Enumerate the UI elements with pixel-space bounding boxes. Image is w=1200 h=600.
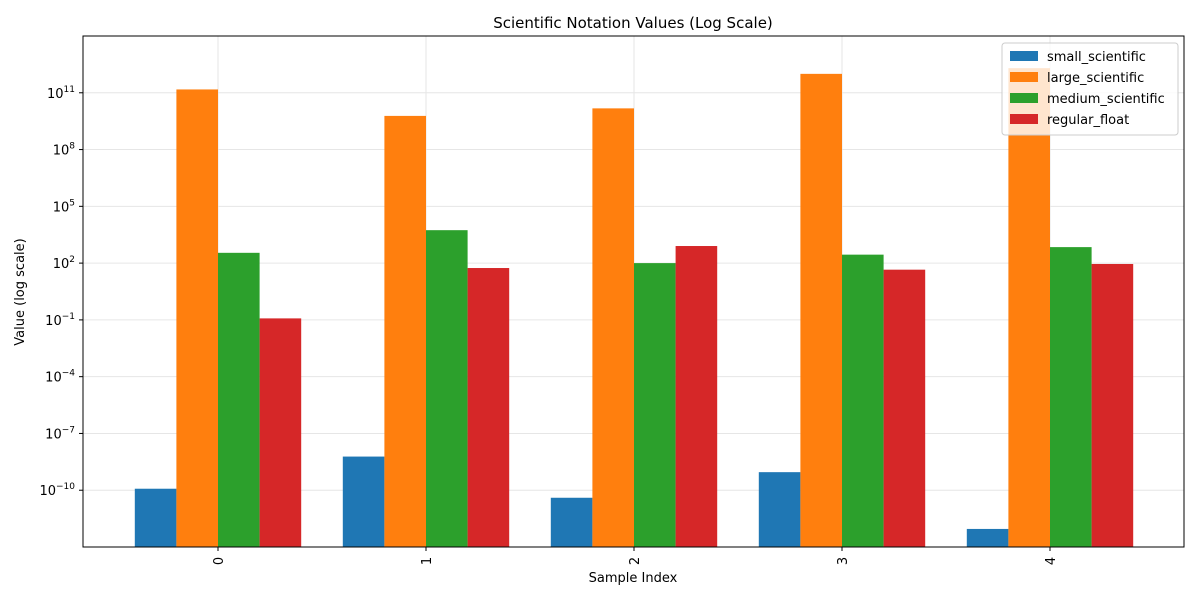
legend-label: large_scientific (1047, 71, 1144, 86)
bar-large_scientific (1008, 68, 1050, 548)
x-tick-label: 1 (420, 557, 435, 565)
bar-regular_float (259, 318, 302, 547)
legend-label: small_scientific (1047, 50, 1146, 65)
legend-label: medium_scientific (1047, 92, 1165, 107)
y-tick-label: 10−4 (45, 369, 75, 386)
bar-medium_scientific (218, 252, 260, 547)
x-axis-ticks: 0 1 2 3 4 (212, 547, 1059, 565)
bar-large_scientific (592, 108, 634, 548)
bar-small_scientific (134, 488, 177, 547)
chart-title: Scientific Notation Values (Log Scale) (493, 14, 773, 32)
y-tick-label: 108 (53, 142, 76, 159)
y-axis-ticks: 1011 108 105 102 10−1 10−4 10−7 10−10 (39, 85, 83, 499)
y-tick-label: 10−7 (45, 425, 75, 442)
x-tick-label: 3 (836, 557, 851, 565)
legend-swatch (1010, 72, 1038, 82)
bar-large_scientific (384, 115, 426, 547)
x-tick-label: 2 (628, 557, 643, 565)
legend-label: regular_float (1047, 113, 1129, 128)
bar-medium_scientific (426, 230, 468, 547)
bar-regular_float (467, 268, 510, 547)
legend-swatch (1010, 51, 1038, 61)
y-tick-label: 1011 (47, 85, 75, 102)
x-tick-label: 0 (212, 557, 227, 565)
legend-swatch (1010, 114, 1038, 124)
bar-large_scientific (800, 73, 842, 547)
bar-small_scientific (758, 472, 801, 547)
y-tick-label: 102 (53, 255, 75, 272)
bar-small_scientific (342, 456, 385, 547)
bar-medium_scientific (634, 263, 676, 547)
y-axis-title: Value (log scale) (13, 238, 28, 345)
legend-swatch (1010, 93, 1038, 103)
legend-box (1001, 42, 1179, 136)
bar-regular_float (1091, 263, 1134, 547)
y-tick-label: 10−10 (39, 482, 75, 499)
bar-small_scientific (550, 497, 593, 547)
bar-small_scientific (966, 528, 1009, 547)
bar-large_scientific (176, 89, 218, 547)
x-tick-label: 4 (1044, 557, 1059, 565)
y-tick-label: 105 (53, 198, 75, 215)
legend: small_scientific large_scientific medium_s… (1001, 42, 1179, 136)
bar-regular_float (675, 246, 718, 548)
bar-medium_scientific (842, 254, 884, 547)
y-tick-label: 10−1 (45, 312, 75, 329)
bar-medium_scientific (1050, 247, 1092, 547)
bar-regular_float (883, 269, 926, 547)
bars (134, 68, 1134, 548)
x-axis-title: Sample Index (589, 571, 678, 586)
